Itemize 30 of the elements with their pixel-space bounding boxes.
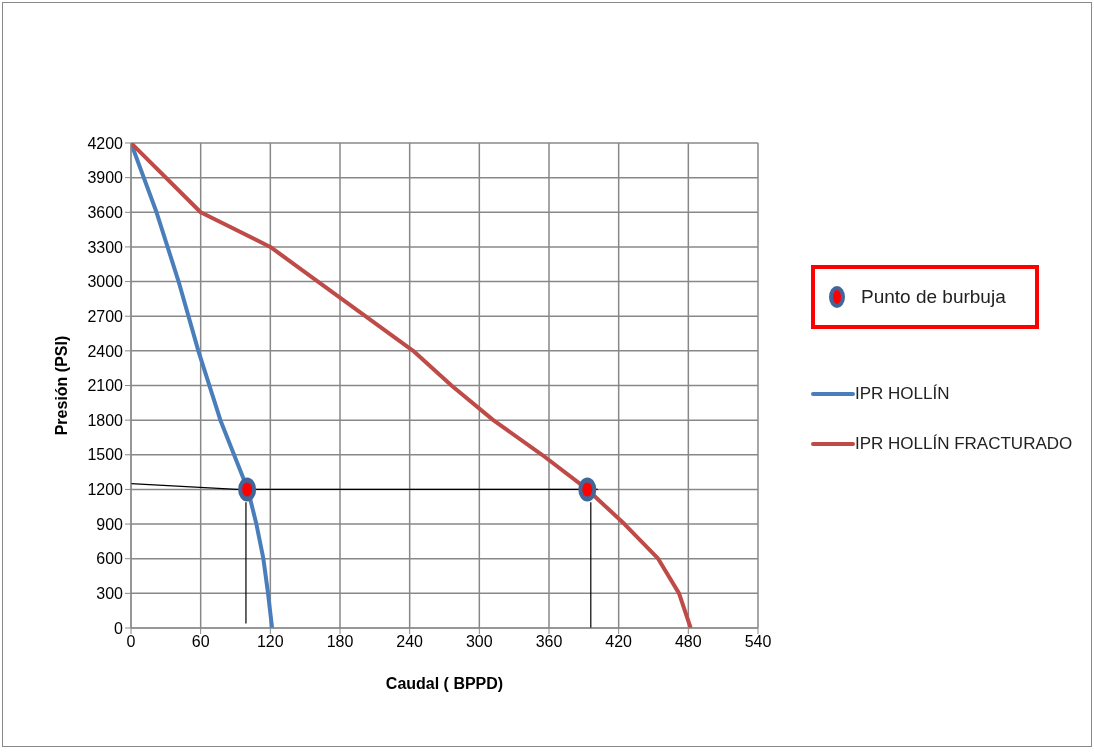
y-tick-label: 4200: [87, 134, 124, 152]
x-tick-label: 180: [326, 633, 354, 651]
y-tick-label: 2400: [87, 342, 124, 360]
x-tick-label: 420: [605, 633, 633, 651]
x-tick-label: 120: [256, 633, 284, 651]
y-tick-label: 3300: [87, 238, 124, 256]
y-tick-label: 1200: [87, 481, 124, 499]
y-tick-label: 0: [114, 619, 124, 637]
legend-label: Punto de burbuja: [861, 286, 1006, 308]
legend-label: IPR HOLLÍN: [855, 384, 950, 404]
y-tick-label: 3000: [87, 273, 124, 291]
y-tick-label: 1500: [87, 446, 124, 464]
x-tick-label: 60: [191, 633, 210, 651]
y-tick-label: 1800: [87, 411, 124, 429]
y-tick-label: 900: [96, 515, 124, 533]
x-axis-title: Caudal ( BPPD): [385, 675, 504, 693]
x-tick-label: 480: [674, 633, 702, 651]
y-tick-label: 300: [96, 585, 124, 603]
x-tick-label: 540: [744, 633, 772, 651]
y-axis-title: Presión (PSI): [52, 335, 70, 436]
y-tick-label: 600: [96, 550, 124, 568]
x-tick-label: 360: [535, 633, 563, 651]
legend-label: IPR HOLLÍN FRACTURADO: [855, 434, 1073, 454]
y-tick-label: 3600: [87, 203, 124, 221]
y-tick-label: 2700: [87, 307, 124, 325]
x-tick-label: 300: [465, 633, 493, 651]
y-tick-label: 2100: [87, 377, 124, 395]
x-tick-label: 0: [126, 633, 136, 651]
x-tick-label: 240: [396, 633, 424, 651]
y-tick-label: 3900: [87, 169, 124, 187]
